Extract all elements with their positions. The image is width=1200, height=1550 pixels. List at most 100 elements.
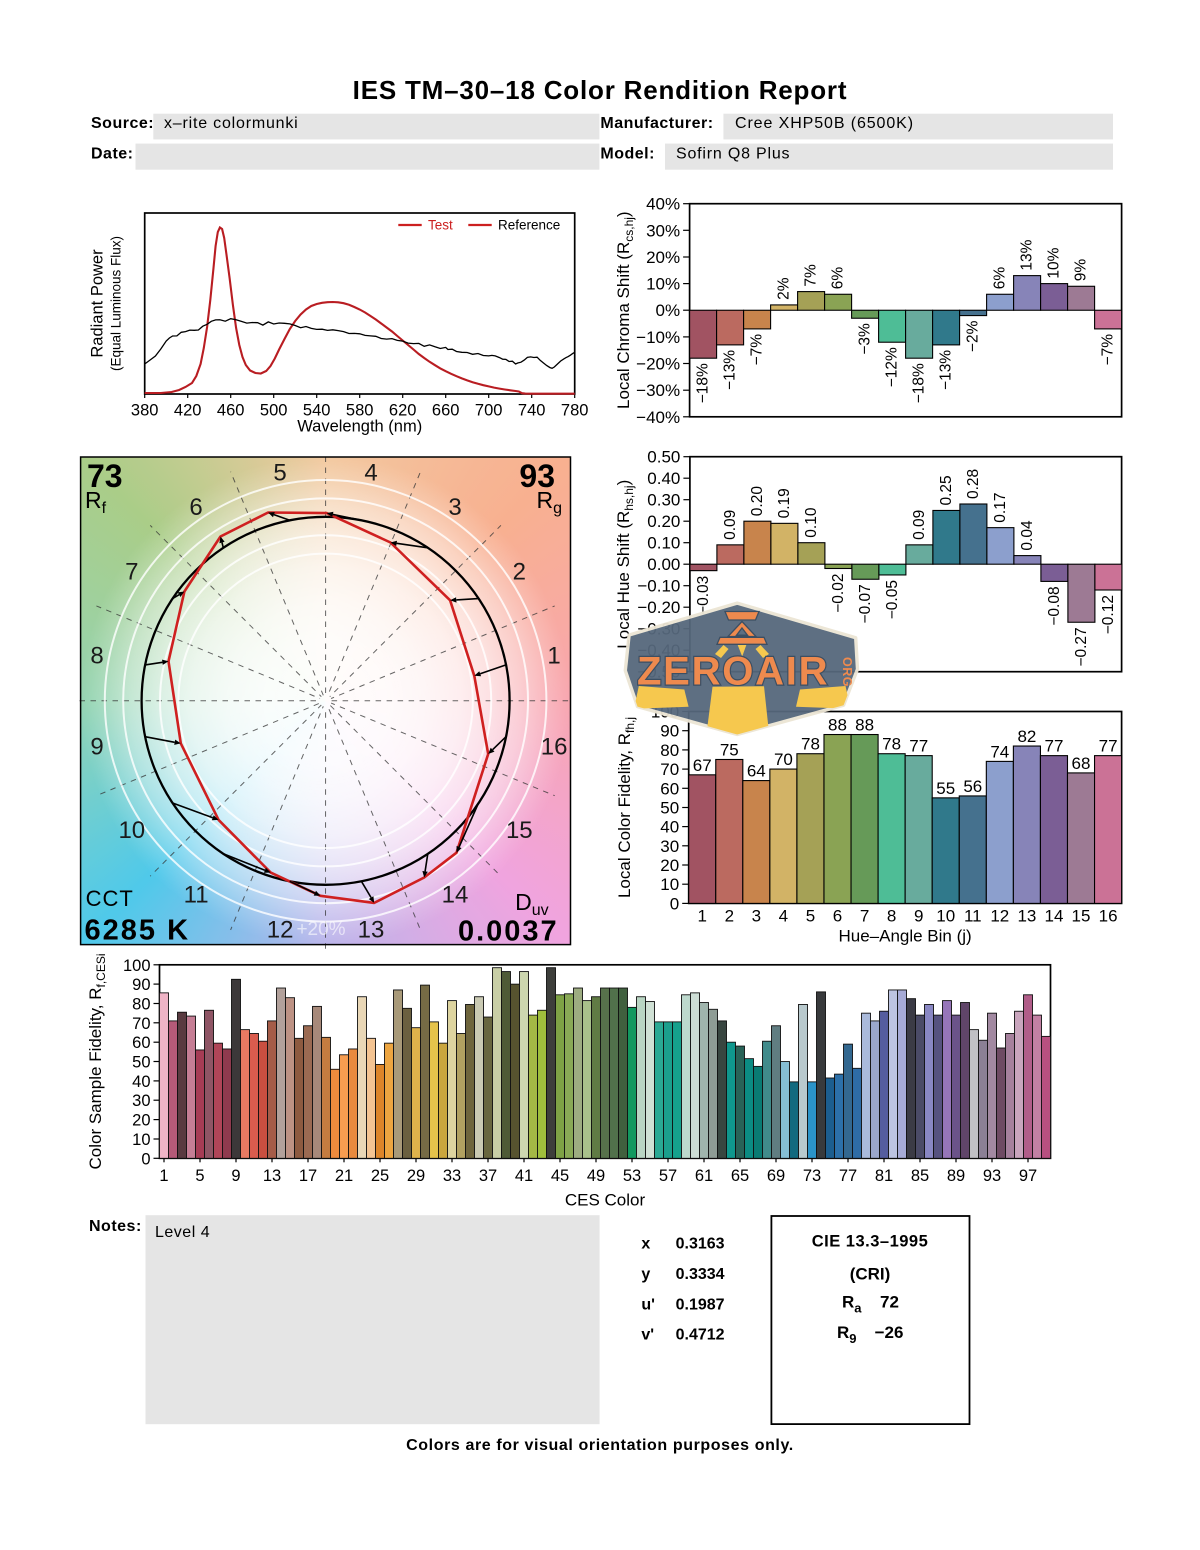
svg-text:−2%: −2%: [965, 320, 982, 352]
svg-text:30: 30: [132, 1092, 150, 1110]
svg-text:6%: 6%: [830, 267, 847, 290]
svg-text:Local Chroma Shift (Rcs,hj): Local Chroma Shift (Rcs,hj): [614, 211, 636, 409]
svg-text:−12%: −12%: [884, 347, 901, 387]
svg-text:29: 29: [407, 1167, 425, 1185]
svg-text:10%: 10%: [646, 275, 680, 294]
svg-text:−26: −26: [875, 1323, 904, 1342]
svg-text:15: 15: [506, 817, 533, 844]
svg-text:81: 81: [875, 1167, 893, 1185]
svg-text:82: 82: [1017, 727, 1036, 746]
svg-text:20: 20: [660, 856, 679, 875]
svg-text:0.28: 0.28: [965, 469, 982, 499]
svg-text:73: 73: [803, 1167, 821, 1185]
svg-text:500: 500: [260, 402, 288, 420]
svg-text:0.20: 0.20: [647, 512, 680, 531]
svg-text:0.50: 0.50: [647, 448, 680, 467]
svg-text:−3%: −3%: [857, 323, 874, 355]
svg-text:80: 80: [660, 741, 679, 760]
svg-text:10: 10: [660, 875, 679, 894]
svg-text:20: 20: [132, 1112, 150, 1130]
svg-text:CIE 13.3–1995: CIE 13.3–1995: [812, 1232, 929, 1250]
svg-text:14: 14: [442, 882, 469, 909]
svg-text:IES TM–30–18 Color Rendition R: IES TM–30–18 Color Rendition Report: [353, 75, 848, 105]
svg-text:80: 80: [132, 996, 150, 1014]
svg-text:7: 7: [860, 907, 869, 926]
svg-text:−18%: −18%: [695, 363, 712, 403]
svg-text:70: 70: [774, 750, 793, 769]
svg-text:9: 9: [90, 733, 103, 760]
svg-text:+20%: +20%: [296, 919, 345, 940]
svg-text:Local Hue Shift (Rhs,hj): Local Hue Shift (Rhs,hj): [614, 480, 636, 649]
svg-text:−13%: −13%: [722, 350, 739, 390]
svg-text:60: 60: [660, 779, 679, 798]
svg-text:72: 72: [880, 1293, 899, 1312]
svg-text:0.40: 0.40: [647, 469, 680, 488]
svg-text:57: 57: [659, 1167, 677, 1185]
svg-text:CCT: CCT: [86, 886, 134, 911]
svg-text:380: 380: [131, 402, 159, 420]
svg-text:460: 460: [217, 402, 245, 420]
svg-text:33: 33: [443, 1167, 461, 1185]
svg-text:−7%: −7%: [1100, 334, 1117, 366]
svg-text:14: 14: [1045, 907, 1064, 926]
svg-text:93: 93: [519, 458, 555, 494]
svg-text:1: 1: [547, 642, 560, 669]
svg-text:4: 4: [364, 459, 377, 486]
svg-text:68: 68: [1072, 754, 1091, 773]
svg-text:1: 1: [697, 907, 706, 926]
svg-text:0.00: 0.00: [647, 555, 680, 574]
svg-text:−0.03: −0.03: [695, 576, 712, 615]
svg-text:55: 55: [936, 779, 955, 798]
svg-text:660: 660: [432, 402, 460, 420]
svg-text:10: 10: [936, 907, 955, 926]
svg-text:0.20: 0.20: [749, 486, 766, 517]
svg-text:0.19: 0.19: [776, 488, 793, 518]
svg-text:69: 69: [767, 1167, 785, 1185]
svg-text:0.4712: 0.4712: [676, 1327, 725, 1344]
svg-text:740: 740: [518, 402, 546, 420]
svg-text:0.09: 0.09: [911, 510, 928, 540]
svg-text:−20%: −20%: [636, 355, 680, 374]
svg-text:Wavelength (nm): Wavelength (nm): [297, 418, 422, 436]
svg-text:70: 70: [132, 1015, 150, 1033]
svg-text:13%: 13%: [1019, 239, 1036, 270]
svg-text:10: 10: [132, 1131, 150, 1149]
svg-text:Sofirn Q8 Plus: Sofirn Q8 Plus: [676, 146, 790, 163]
svg-text:Notes:: Notes:: [89, 1218, 142, 1235]
svg-text:11: 11: [964, 907, 982, 926]
svg-text:17: 17: [299, 1167, 317, 1185]
svg-text:580: 580: [346, 402, 374, 420]
svg-text:89: 89: [947, 1167, 965, 1185]
svg-text:77: 77: [1045, 737, 1064, 756]
svg-text:0.25: 0.25: [938, 475, 955, 505]
svg-text:0: 0: [670, 894, 679, 913]
svg-text:50: 50: [132, 1054, 150, 1072]
svg-text:1: 1: [159, 1167, 168, 1185]
svg-text:−0.10: −0.10: [637, 577, 680, 596]
svg-text:70: 70: [660, 760, 679, 779]
svg-text:−0.20: −0.20: [637, 598, 680, 617]
svg-text:60: 60: [132, 1034, 150, 1052]
svg-text:Cree XHP50B (6500K): Cree XHP50B (6500K): [735, 115, 914, 132]
svg-text:0.17: 0.17: [992, 493, 1009, 523]
svg-text:0.3163: 0.3163: [676, 1236, 725, 1253]
svg-text:93: 93: [983, 1167, 1001, 1185]
svg-text:78: 78: [801, 735, 820, 754]
svg-text:2: 2: [513, 558, 526, 585]
svg-text:Manufacturer:: Manufacturer:: [600, 115, 713, 132]
svg-text:6: 6: [189, 494, 202, 521]
svg-text:73: 73: [87, 458, 123, 494]
svg-text:x: x: [641, 1236, 650, 1253]
svg-text:7%: 7%: [803, 264, 820, 287]
svg-text:Rg: Rg: [536, 487, 562, 517]
svg-text:88: 88: [828, 716, 847, 735]
svg-text:7: 7: [125, 558, 138, 585]
svg-text:−0.05: −0.05: [884, 580, 901, 619]
svg-text:0%: 0%: [656, 301, 681, 320]
svg-text:−0.27: −0.27: [1073, 627, 1090, 666]
svg-text:56: 56: [963, 777, 982, 796]
svg-text:15: 15: [1072, 907, 1091, 926]
svg-text:6%: 6%: [992, 267, 1009, 290]
svg-text:21: 21: [335, 1167, 353, 1185]
svg-text:64: 64: [747, 762, 766, 781]
